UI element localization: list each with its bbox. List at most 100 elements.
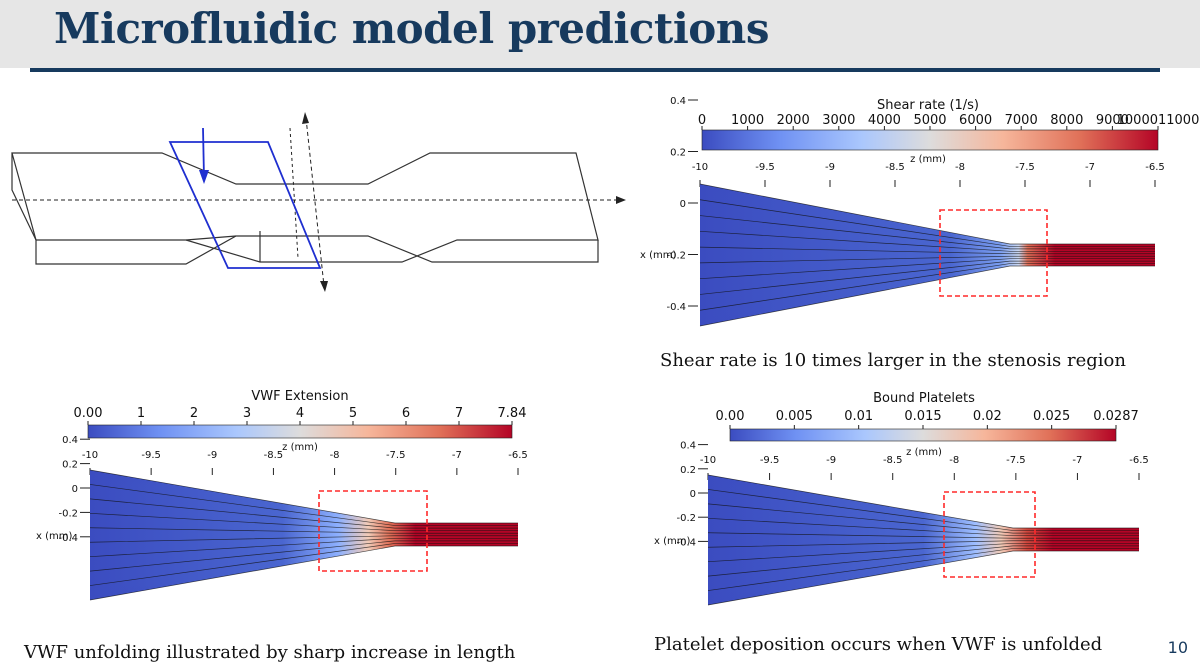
shear-z-tick-label: -8.5 xyxy=(885,162,905,173)
vwf-streamline xyxy=(89,535,518,543)
vwf-colorbar-tick-label: 0.00 xyxy=(74,406,103,421)
shear-z-tick-label: -10 xyxy=(692,162,708,173)
vwf-caption: VWF unfolding illustrated by sharp incre… xyxy=(24,642,516,663)
platelet-z-tick-label: -8.5 xyxy=(883,455,903,466)
arrowhead-flow xyxy=(616,196,626,204)
shear-streamline xyxy=(699,263,1155,311)
vwf-colorbar-tick-label: 1 xyxy=(137,406,145,421)
vwf-streamline xyxy=(89,469,518,524)
shear-streamlines xyxy=(699,183,1155,327)
vwf-z-tick-label: -6.5 xyxy=(508,450,528,461)
vwf-z-label: z (mm) xyxy=(282,442,318,453)
platelet-colorbar-tick-label: 0.00 xyxy=(716,409,745,424)
shear-caption: Shear rate is 10 times larger in the ste… xyxy=(660,350,1126,371)
slide-title: Microfluidic model predictions xyxy=(54,4,769,53)
vwf-streamline xyxy=(89,540,518,572)
platelet-streamline xyxy=(707,542,1139,563)
shear-panel: Shear rate (1/s) 0 1000 2000 3000 4000 5000 60… xyxy=(640,96,1200,327)
vwf-colorbar-tick-label: 6 xyxy=(402,406,410,421)
vwf-z-ticks: -10 -9.5 -9 -8.5 -8 -7.5 -7 -6.5 xyxy=(82,450,528,475)
vwf-x-tick-label: -0.4 xyxy=(58,533,78,544)
platelet-streamline xyxy=(707,532,1139,539)
title-bar xyxy=(0,0,1200,68)
vwf-z-tick-label: -8 xyxy=(330,450,340,461)
shear-colorbar-tick-label: 1000011000 xyxy=(1117,113,1200,128)
platelet-streamline xyxy=(707,503,1139,534)
channel-schematic xyxy=(11,112,626,292)
vwf-z-tick-label: -9.5 xyxy=(141,450,161,461)
vwf-x-label: x (mm) xyxy=(36,531,72,542)
vwf-heatmap xyxy=(89,469,518,601)
shear-colorbar-tick-label: 6000 xyxy=(959,113,992,128)
shear-x-tick-label: 0.2 xyxy=(670,148,686,159)
slide-number: 10 xyxy=(1167,638,1188,657)
platelet-z-ticks: -10 -9.5 -9 -8.5 -8 -7.5 -7 -6.5 xyxy=(700,455,1149,480)
platelet-z-tick-label: -10 xyxy=(700,455,716,466)
vwf-colorbar-tick-label: 3 xyxy=(243,406,251,421)
vwf-colorbar-tick-label: 5 xyxy=(349,406,357,421)
vwf-streamline xyxy=(89,527,518,534)
vwf-streamline xyxy=(89,498,518,529)
shear-streamline xyxy=(699,258,1155,280)
vwf-streamline xyxy=(89,512,518,532)
curved-arrow xyxy=(289,127,299,259)
shear-z-tick-label: -8 xyxy=(955,162,965,173)
platelet-colorbar-title: Bound Platelets xyxy=(873,391,975,406)
platelet-x-tick-label: -0.4 xyxy=(676,537,696,548)
shear-x-tick-label: -0.4 xyxy=(666,302,686,313)
platelet-streamline xyxy=(707,517,1139,537)
arrowhead-axis-bottom xyxy=(320,281,328,292)
axis-line-dashed xyxy=(305,117,325,287)
shear-streamline xyxy=(699,246,1155,255)
platelet-streamline xyxy=(707,474,1139,529)
platelet-x-tick-label: 0 xyxy=(690,489,696,500)
vwf-colorbar-tick-label: 7 xyxy=(455,406,463,421)
shear-z-ticks: -10 -9.5 -9 -8.5 -8 -7.5 -7 -6.5 xyxy=(692,162,1165,187)
platelet-x-label: x (mm) xyxy=(654,536,690,547)
platelet-z-tick-label: -6.5 xyxy=(1129,455,1149,466)
platelet-streamlines xyxy=(707,474,1139,606)
vwf-x-tick-label: 0.4 xyxy=(62,435,78,446)
shear-streamline xyxy=(699,215,1155,250)
vwf-z-tick-label: -7 xyxy=(452,450,462,461)
vwf-z-tick-label: -8.5 xyxy=(264,450,284,461)
platelet-colorbar-tick-label: 0.015 xyxy=(904,409,941,424)
shear-streamline xyxy=(699,230,1155,252)
vwf-x-ticks: 0.4 0.2 0 -0.2 -0.4 xyxy=(58,435,90,544)
platelet-z-tick-label: -7.5 xyxy=(1006,455,1026,466)
shear-x-ticks: 0.4 0.2 0 -0.2 -0.4 xyxy=(666,96,698,313)
vwf-z-tick-label: -10 xyxy=(82,450,98,461)
platelet-colorbar xyxy=(729,428,1117,442)
platelet-streamline xyxy=(707,489,1139,531)
vwf-colorbar-tick-label: 7.84 xyxy=(498,406,527,421)
platelet-colorbar-tick-label: 0.025 xyxy=(1033,409,1070,424)
vwf-x-tick-label: -0.2 xyxy=(58,508,78,519)
platelet-caption: Platelet deposition occurs when VWF is u… xyxy=(654,634,1103,655)
shear-z-tick-label: -9 xyxy=(825,162,835,173)
vwf-panel: VWF Extension 0.00 1 2 3 4 5 6 7 7.84 z (mm) -10… xyxy=(36,389,528,601)
platelet-z-tick-label: -9.5 xyxy=(760,455,780,466)
shear-colorbar-tick-label: 4000 xyxy=(868,113,901,128)
shear-colorbar-tick-label: 5000 xyxy=(913,113,946,128)
platelet-colorbar-tick-label: 0.01 xyxy=(844,409,873,424)
shear-colorbar-tick-label: 8000 xyxy=(1050,113,1083,128)
shear-heatmap xyxy=(699,183,1155,327)
platelet-x-tick-label: -0.2 xyxy=(676,513,696,524)
vwf-streamline xyxy=(89,545,518,601)
shear-x-tick-label: 0 xyxy=(680,199,686,210)
channel-outline xyxy=(11,152,599,265)
platelet-panel: Bound Platelets 0.00 0.005 0.01 0.015 0.02 0.… xyxy=(654,391,1149,606)
shear-colorbar-tick-label: 0 xyxy=(698,113,706,128)
plane-arrow xyxy=(202,127,205,179)
shear-z-tick-label: -9.5 xyxy=(755,162,775,173)
platelet-z-label: z (mm) xyxy=(906,447,942,458)
platelet-streamline xyxy=(707,550,1139,606)
vwf-colorbar-tick-labels: 0.00 1 2 3 4 5 6 7 7.84 xyxy=(74,406,527,425)
slice-plane xyxy=(168,141,322,269)
vwf-colorbar-tick-label: 2 xyxy=(190,406,198,421)
vwf-x-tick-label: 0 xyxy=(72,484,78,495)
shear-x-tick-label: 0.4 xyxy=(670,96,686,107)
platelet-x-tick-label: 0.4 xyxy=(680,441,696,452)
shear-colorbar-tick-label: 3000 xyxy=(822,113,855,128)
